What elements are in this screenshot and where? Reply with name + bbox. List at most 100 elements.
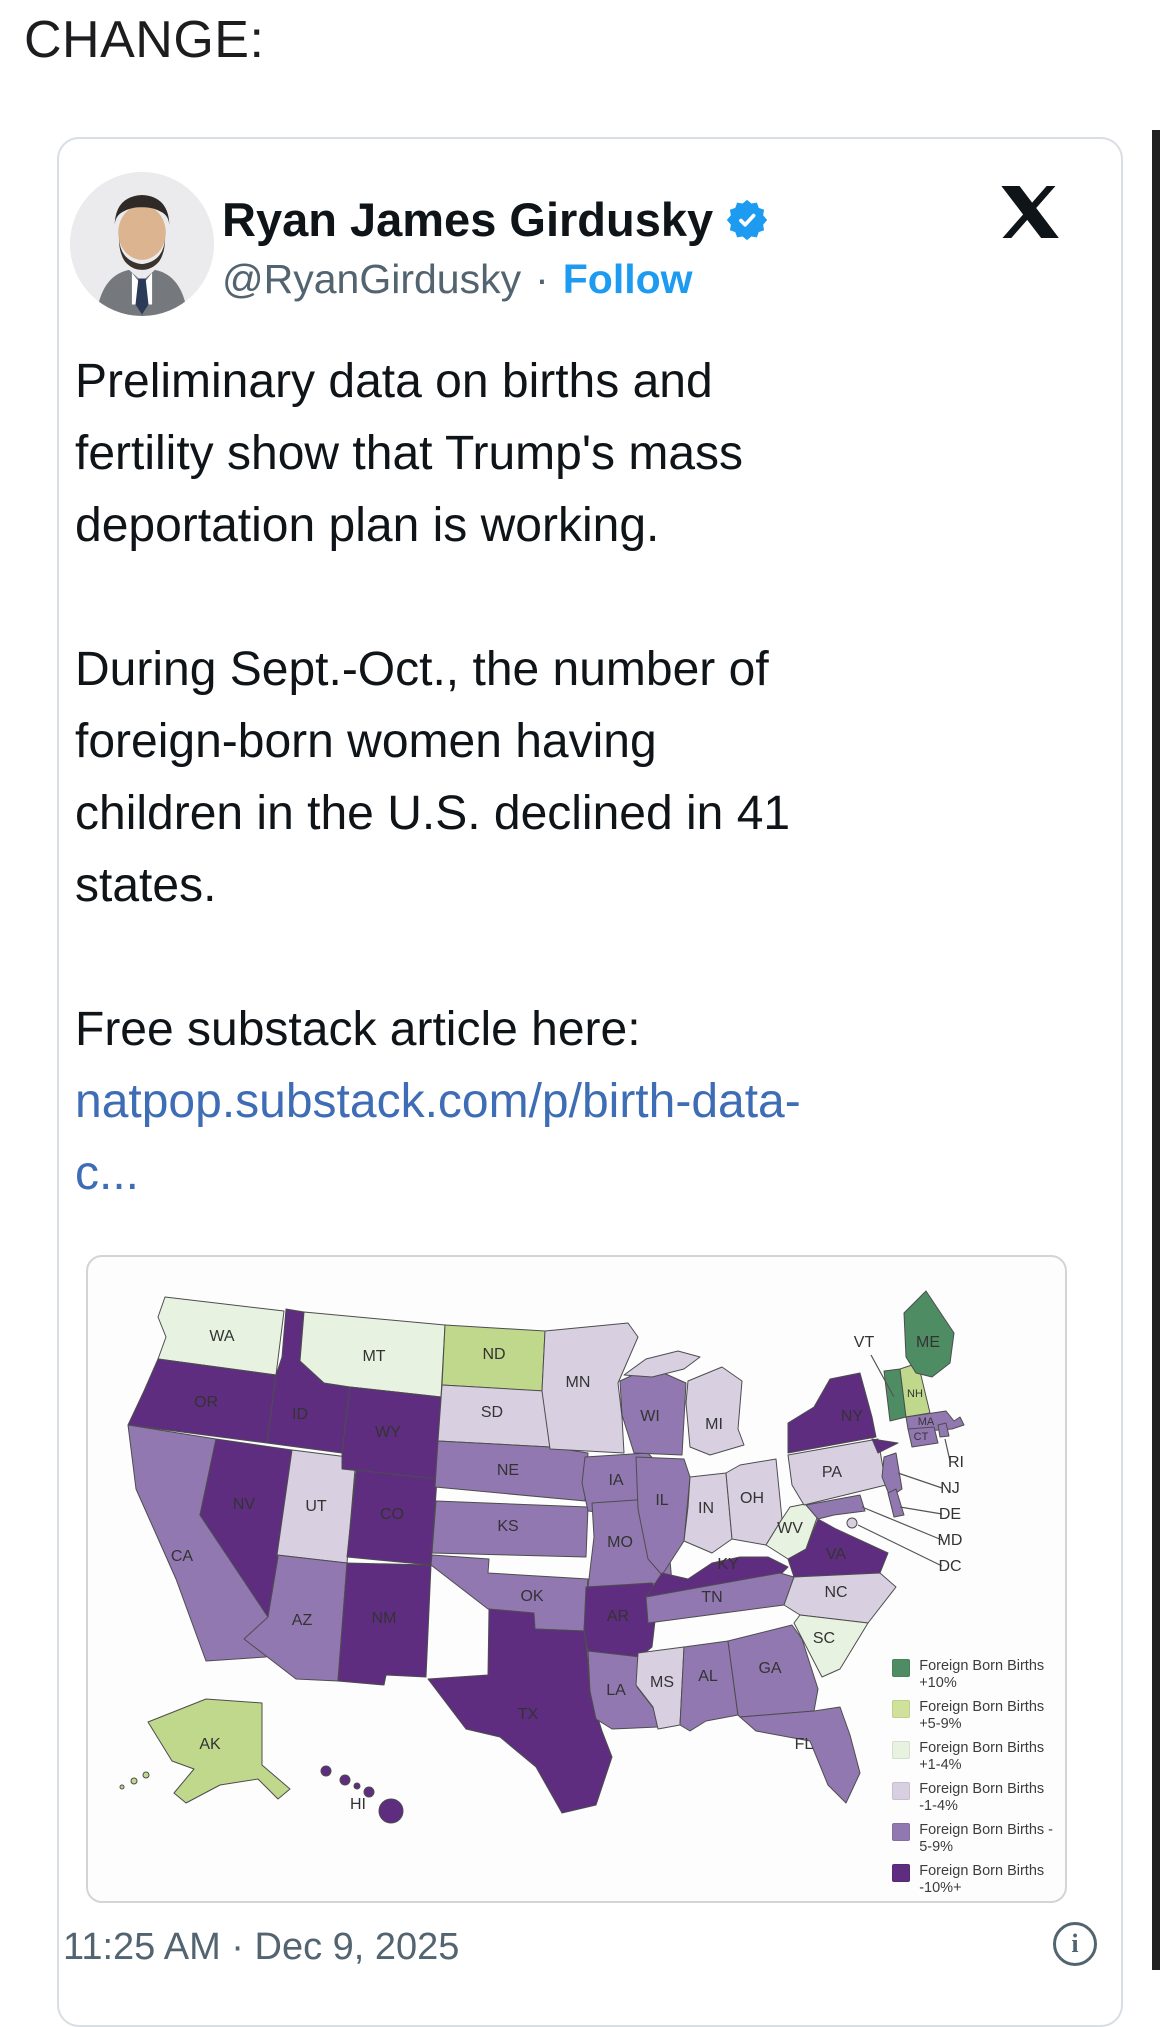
state-OR: OR bbox=[127, 1358, 277, 1444]
legend-label: Foreign Born Births -10%+ bbox=[919, 1863, 1045, 1896]
svg-text:GA: GA bbox=[758, 1660, 781, 1677]
state-FL: FL bbox=[739, 1706, 861, 1804]
tweet-paragraph-3: Free substack article here: bbox=[75, 1003, 641, 1056]
timestamp[interactable]: 11:25 AM · Dec 9, 2025 bbox=[63, 1926, 460, 1968]
svg-text:RI: RI bbox=[948, 1454, 964, 1471]
state-MN: MN bbox=[541, 1322, 639, 1454]
svg-text:NY: NY bbox=[841, 1408, 864, 1425]
tweet-paragraph-1: Preliminary data on births and fertility… bbox=[75, 355, 744, 552]
legend-swatch bbox=[892, 1823, 911, 1841]
state-RI: RI bbox=[937, 1422, 964, 1471]
svg-text:WA: WA bbox=[209, 1328, 235, 1345]
handle-row: @RyanGirdusky · Follow bbox=[222, 256, 693, 303]
state-NM: NM bbox=[337, 1562, 432, 1686]
handle-separator: · bbox=[535, 256, 549, 302]
legend-swatch bbox=[892, 1864, 911, 1882]
legend-row: Foreign Born Births +5-9% bbox=[892, 1699, 1053, 1733]
state-PA: PA bbox=[787, 1438, 887, 1506]
svg-text:CO: CO bbox=[380, 1506, 404, 1523]
svg-text:FL: FL bbox=[795, 1736, 814, 1753]
state-AL: AL bbox=[679, 1640, 739, 1732]
svg-text:NH: NH bbox=[907, 1388, 923, 1400]
state-NV: NV bbox=[199, 1438, 293, 1618]
legend-swatch bbox=[892, 1782, 911, 1800]
svg-text:KY: KY bbox=[717, 1556, 739, 1573]
state-GA: GA bbox=[727, 1624, 819, 1718]
svg-text:ND: ND bbox=[482, 1346, 505, 1363]
author-handle[interactable]: @RyanGirdusky bbox=[222, 256, 522, 302]
author-row: Ryan James Girdusky bbox=[222, 192, 769, 247]
state-IN: IN bbox=[683, 1472, 733, 1554]
legend-label: Foreign Born Births +10% bbox=[919, 1658, 1045, 1691]
svg-text:MA: MA bbox=[918, 1416, 935, 1428]
svg-text:VA: VA bbox=[826, 1546, 846, 1563]
svg-text:OR: OR bbox=[194, 1394, 218, 1411]
state-IL: IL bbox=[635, 1456, 691, 1576]
x-logo-icon[interactable] bbox=[998, 180, 1062, 244]
svg-text:WV: WV bbox=[777, 1520, 803, 1537]
avatar-illustration bbox=[70, 172, 214, 316]
state-TN: TN bbox=[645, 1572, 795, 1624]
svg-text:UT: UT bbox=[305, 1498, 327, 1515]
state-WY: WY bbox=[341, 1386, 442, 1480]
state-UT: UT bbox=[276, 1449, 357, 1564]
svg-text:NV: NV bbox=[233, 1496, 256, 1513]
state-HI: HI bbox=[320, 1765, 404, 1824]
svg-text:IA: IA bbox=[608, 1472, 623, 1489]
map-card: WA OR CA ID NV UT AZ MT WY CO NM ND SD NE KS OK TX MN IA MO… bbox=[86, 1255, 1067, 1903]
state-WV: WV bbox=[765, 1502, 819, 1560]
state-MD: MD bbox=[805, 1494, 962, 1549]
info-icon[interactable]: i bbox=[1053, 1922, 1097, 1966]
svg-text:KS: KS bbox=[497, 1518, 518, 1535]
svg-text:PA: PA bbox=[822, 1464, 842, 1481]
state-WI: WI bbox=[619, 1366, 687, 1456]
svg-text:AL: AL bbox=[698, 1668, 718, 1685]
svg-text:AR: AR bbox=[607, 1608, 629, 1625]
svg-text:VT: VT bbox=[854, 1334, 875, 1351]
svg-text:ID: ID bbox=[292, 1406, 308, 1423]
svg-text:IN: IN bbox=[698, 1500, 714, 1517]
follow-button[interactable]: Follow bbox=[562, 256, 693, 302]
map-legend: Foreign Born Births +10% Foreign Born Bir… bbox=[892, 1658, 1053, 1897]
legend-swatch bbox=[892, 1659, 911, 1677]
state-CT: CT bbox=[907, 1426, 939, 1448]
state-OH: OH bbox=[725, 1458, 783, 1546]
legend-row: Foreign Born Births +1-4% bbox=[892, 1740, 1053, 1774]
tweet-body: Preliminary data on births and fertility… bbox=[75, 346, 1015, 1210]
screen-edge-strip bbox=[1152, 130, 1160, 1970]
state-KY: KY bbox=[645, 1556, 789, 1598]
svg-text:AK: AK bbox=[199, 1736, 221, 1753]
svg-text:SD: SD bbox=[481, 1404, 503, 1421]
svg-text:AZ: AZ bbox=[292, 1612, 313, 1629]
svg-text:CT: CT bbox=[914, 1431, 929, 1443]
svg-text:IL: IL bbox=[655, 1492, 668, 1509]
svg-text:NJ: NJ bbox=[940, 1480, 960, 1497]
state-ME: ME bbox=[903, 1290, 955, 1378]
svg-text:WI: WI bbox=[640, 1408, 660, 1425]
tweet-link[interactable]: natpop.substack.com/p/birth-data- c... bbox=[75, 1075, 801, 1200]
us-map-svg: WA OR CA ID NV UT AZ MT WY CO NM ND SD NE KS OK TX MN IA MO… bbox=[119, 1290, 965, 1824]
author-name[interactable]: Ryan James Girdusky bbox=[222, 193, 714, 246]
svg-text:SC: SC bbox=[813, 1630, 835, 1647]
state-NJ: NJ bbox=[881, 1452, 960, 1498]
svg-text:ME: ME bbox=[916, 1334, 940, 1351]
legend-row: Foreign Born Births -1-4% bbox=[892, 1781, 1053, 1815]
svg-text:OK: OK bbox=[520, 1588, 543, 1605]
svg-text:MO: MO bbox=[607, 1534, 633, 1551]
state-DE: DE bbox=[887, 1488, 961, 1523]
avatar[interactable] bbox=[70, 172, 214, 316]
legend-row: Foreign Born Births +10% bbox=[892, 1658, 1053, 1692]
legend-label: Foreign Born Births +1-4% bbox=[919, 1740, 1045, 1773]
state-NY: NY bbox=[787, 1372, 899, 1454]
state-AR: AR bbox=[583, 1582, 659, 1658]
state-ND: ND bbox=[441, 1324, 546, 1392]
svg-text:MN: MN bbox=[566, 1374, 591, 1391]
state-AK: AK bbox=[119, 1698, 291, 1804]
state-CO: CO bbox=[346, 1469, 438, 1566]
state-MA: MA bbox=[905, 1410, 965, 1432]
state-LA: LA bbox=[587, 1650, 659, 1730]
state-DC: DC bbox=[846, 1517, 962, 1575]
state-KS: KS bbox=[431, 1500, 589, 1558]
state-SC: SC bbox=[793, 1614, 869, 1678]
state-TX: TX bbox=[427, 1608, 613, 1814]
